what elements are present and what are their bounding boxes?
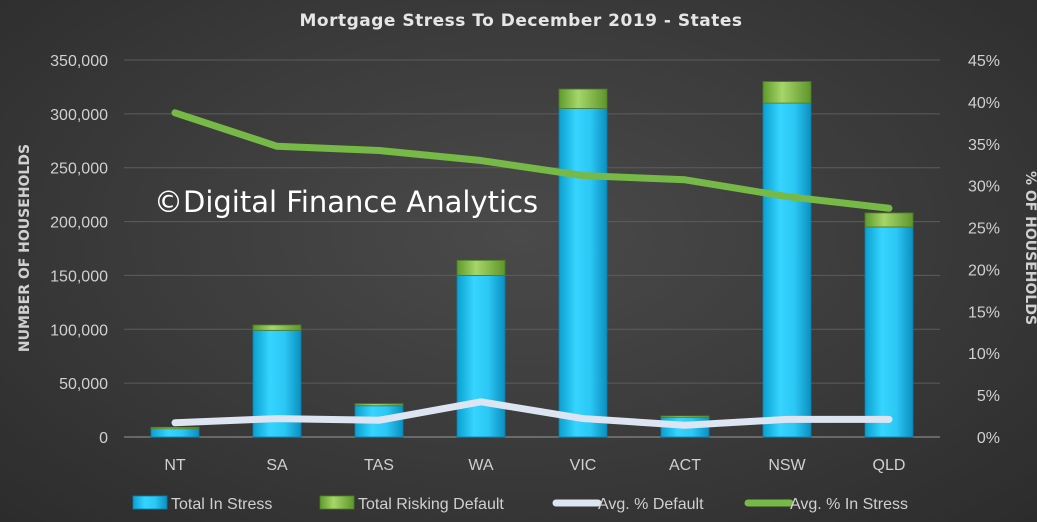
- y2-tick-label: 30%: [968, 179, 1000, 196]
- legend-label: Avg. % Default: [598, 496, 704, 513]
- bar-total-risking-default: [252, 324, 302, 331]
- bar-total-risking-default: [660, 415, 710, 419]
- axes: 0 50,000 100,000 150,000 200,000 250,000 300,0…: [50, 53, 1000, 474]
- bar-total-risking-default: [456, 259, 506, 276]
- bar-total-in-stress: [864, 226, 914, 438]
- bar-total-risking-default: [558, 88, 608, 109]
- y2-tick-label: 40%: [968, 95, 1000, 112]
- x-tick-label: NSW: [768, 457, 806, 474]
- x-tick-label: VIC: [570, 457, 597, 474]
- line-avg-in-stress: [171, 109, 893, 212]
- y-tick-label: 0: [99, 430, 108, 447]
- x-tick-label: ACT: [669, 457, 701, 474]
- legend: Total In Stress Total Risking Default Avg.…: [132, 495, 908, 513]
- bar-total-in-stress: [762, 102, 812, 438]
- y2-tick-label: 20%: [968, 262, 1000, 279]
- watermark: ©Digital Finance Analytics: [154, 185, 538, 219]
- bar-total-in-stress: [456, 275, 506, 438]
- y2-tick-label: 0%: [977, 430, 1000, 447]
- y2-tick-label: 25%: [968, 221, 1000, 238]
- x-tick-label: QLD: [873, 457, 906, 474]
- y-tick-label: 250,000: [50, 161, 108, 178]
- x-tick-label: SA: [266, 457, 288, 474]
- bars: [150, 81, 914, 438]
- x-tick-label: TAS: [364, 457, 394, 474]
- bar-total-in-stress: [558, 108, 608, 438]
- legend-label: Total In Stress: [171, 496, 272, 513]
- bar-total-risking-default: [354, 403, 404, 407]
- lines: [171, 109, 893, 429]
- y-tick-label: 100,000: [50, 322, 108, 339]
- y-tick-label: 50,000: [59, 376, 108, 393]
- legend-label: Avg. % In Stress: [790, 496, 908, 513]
- bar-total-risking-default: [864, 212, 914, 228]
- y-tick-label: 350,000: [50, 53, 108, 70]
- y2-tick-label: 5%: [977, 388, 1000, 405]
- legend-label: Total Risking Default: [358, 496, 504, 513]
- line-avg-default: [171, 398, 893, 429]
- y2-tick-label: 10%: [968, 346, 1000, 363]
- legend-swatch: [132, 495, 168, 510]
- bar-total-in-stress: [150, 427, 200, 438]
- y2-axis-title: % OF HOUSEHOLDS: [1022, 171, 1037, 325]
- y-tick-label: 200,000: [50, 215, 108, 232]
- gridlines: [124, 59, 940, 438]
- x-tick-label: WA: [468, 457, 494, 474]
- y2-tick-label: 15%: [968, 304, 1000, 321]
- y2-tick-label: 45%: [968, 53, 1000, 70]
- y-tick-label: 300,000: [50, 107, 108, 124]
- bar-total-risking-default: [762, 81, 812, 104]
- y-axis-title: NUMBER OF HOUSEHOLDS: [17, 144, 33, 352]
- x-tick-label: NT: [164, 457, 186, 474]
- y-tick-label: 150,000: [50, 268, 108, 285]
- bar-total-risking-default: [150, 426, 200, 430]
- y2-tick-label: 35%: [968, 137, 1000, 154]
- legend-swatch: [319, 495, 355, 510]
- chart-title: Mortgage Stress To December 2019 - State…: [299, 11, 742, 31]
